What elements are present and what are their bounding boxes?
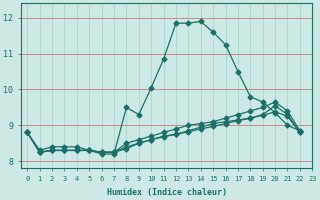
X-axis label: Humidex (Indice chaleur): Humidex (Indice chaleur) [107,188,227,197]
